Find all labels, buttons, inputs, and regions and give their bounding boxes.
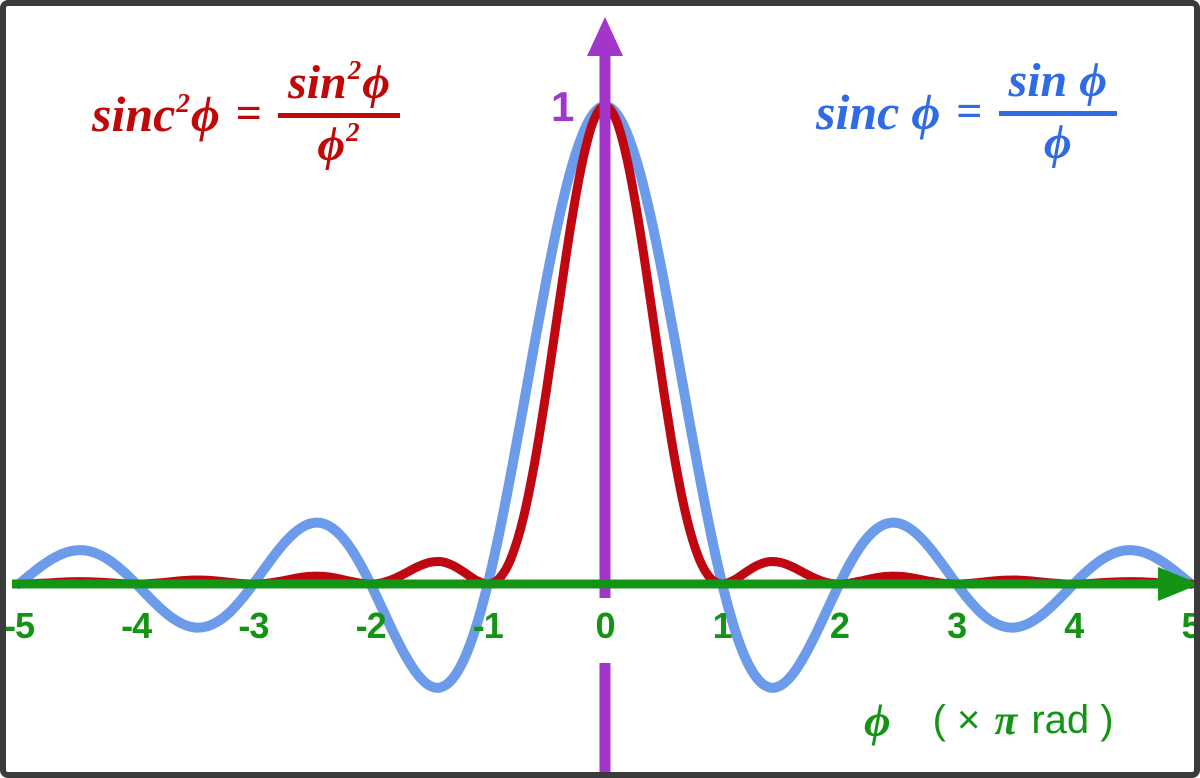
- x-tick-label: -4: [121, 605, 152, 646]
- formula-lhs: sinc ϕ: [816, 84, 941, 141]
- y-axis-arrow-icon: [587, 17, 623, 56]
- equals-sign: =: [235, 86, 263, 138]
- formula-lhs: sinc2ϕ: [92, 86, 220, 143]
- x-tick-label: 1: [712, 605, 733, 646]
- x-tick-label: 5: [1181, 605, 1200, 646]
- fraction-denominator: ϕ: [1043, 115, 1072, 169]
- x-tick-label: -3: [238, 605, 269, 646]
- pi-symbol: π: [994, 697, 1018, 744]
- x-tick-label: 4: [1064, 605, 1084, 646]
- x-tick-label: -1: [472, 605, 504, 646]
- x-axis-label: ϕ ( × π rad ): [864, 694, 1114, 747]
- x-tick-label: 3: [947, 605, 967, 646]
- fraction-denominator: ϕ2: [317, 116, 360, 171]
- fraction: sin ϕ ϕ: [998, 55, 1118, 169]
- x-tick-label: -5: [3, 605, 35, 646]
- formula-sinc: sinc ϕ = sin ϕ ϕ: [816, 55, 1118, 169]
- x-axis-arrow-icon: [1158, 567, 1194, 601]
- rad-close-paren: rad ): [1031, 698, 1114, 742]
- fraction-numerator: sin ϕ: [998, 55, 1118, 116]
- x-tick-label: 0: [595, 605, 615, 646]
- fraction: sin2ϕ ϕ2: [278, 56, 401, 171]
- x-tick-label: -2: [355, 605, 387, 646]
- plot-canvas: [12, 17, 1194, 772]
- equals-sign: =: [956, 84, 983, 136]
- x-tick-label: 2: [829, 605, 850, 646]
- fraction-numerator: sin2ϕ: [278, 56, 401, 118]
- formula-sinc-squared: sinc2ϕ = sin2ϕ ϕ2: [92, 56, 401, 171]
- phi-symbol: ϕ: [864, 695, 891, 746]
- open-paren-times: ( ×: [932, 698, 981, 742]
- y-peak-value-label: 1: [551, 83, 575, 130]
